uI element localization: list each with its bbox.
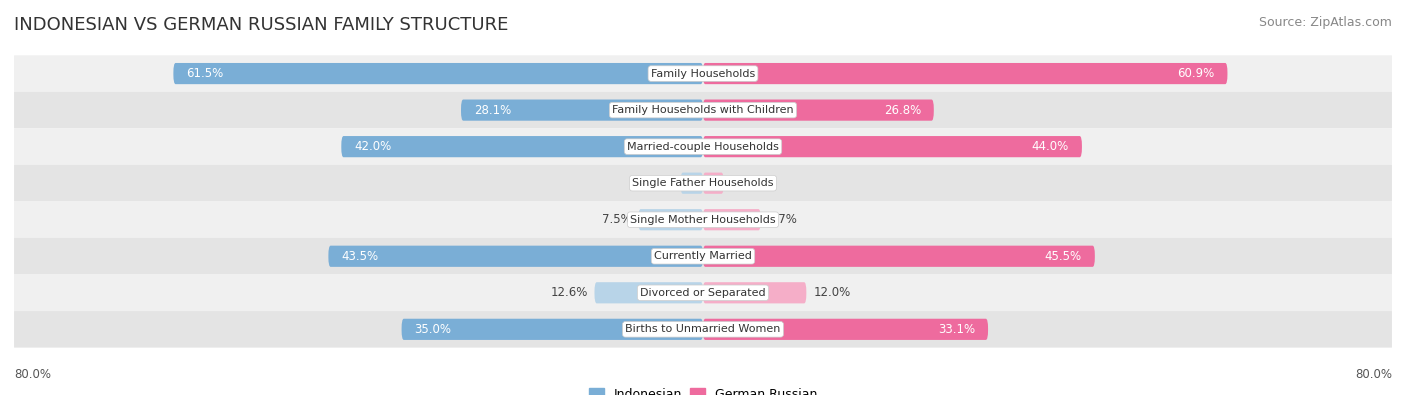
Text: 80.0%: 80.0% — [14, 368, 51, 381]
Text: Family Households: Family Households — [651, 69, 755, 79]
FancyBboxPatch shape — [329, 246, 703, 267]
FancyBboxPatch shape — [14, 238, 1392, 275]
FancyBboxPatch shape — [703, 136, 1083, 157]
Text: Divorced or Separated: Divorced or Separated — [640, 288, 766, 298]
FancyBboxPatch shape — [14, 128, 1392, 165]
Text: 2.6%: 2.6% — [644, 177, 673, 190]
FancyBboxPatch shape — [402, 319, 703, 340]
FancyBboxPatch shape — [681, 173, 703, 194]
Text: 60.9%: 60.9% — [1177, 67, 1215, 80]
Text: 80.0%: 80.0% — [1355, 368, 1392, 381]
Text: 33.1%: 33.1% — [938, 323, 976, 336]
FancyBboxPatch shape — [14, 55, 1392, 92]
FancyBboxPatch shape — [703, 100, 934, 121]
Text: 6.7%: 6.7% — [768, 213, 797, 226]
Text: 12.6%: 12.6% — [550, 286, 588, 299]
Text: 43.5%: 43.5% — [342, 250, 378, 263]
Text: 12.0%: 12.0% — [813, 286, 851, 299]
Text: 35.0%: 35.0% — [415, 323, 451, 336]
FancyBboxPatch shape — [595, 282, 703, 303]
Text: Single Father Households: Single Father Households — [633, 178, 773, 188]
Text: 44.0%: 44.0% — [1032, 140, 1069, 153]
FancyBboxPatch shape — [14, 201, 1392, 238]
FancyBboxPatch shape — [14, 311, 1392, 348]
FancyBboxPatch shape — [14, 92, 1392, 128]
Text: Married-couple Households: Married-couple Households — [627, 142, 779, 152]
Text: 2.4%: 2.4% — [731, 177, 761, 190]
Legend: Indonesian, German Russian: Indonesian, German Russian — [583, 383, 823, 395]
FancyBboxPatch shape — [703, 282, 807, 303]
Text: Currently Married: Currently Married — [654, 251, 752, 261]
Text: Source: ZipAtlas.com: Source: ZipAtlas.com — [1258, 16, 1392, 29]
Text: Single Mother Households: Single Mother Households — [630, 215, 776, 225]
FancyBboxPatch shape — [703, 319, 988, 340]
FancyBboxPatch shape — [14, 165, 1392, 201]
FancyBboxPatch shape — [638, 209, 703, 230]
Text: 7.5%: 7.5% — [602, 213, 631, 226]
Text: Births to Unmarried Women: Births to Unmarried Women — [626, 324, 780, 334]
FancyBboxPatch shape — [703, 63, 1227, 84]
FancyBboxPatch shape — [703, 173, 724, 194]
Text: 45.5%: 45.5% — [1045, 250, 1083, 263]
Text: 42.0%: 42.0% — [354, 140, 391, 153]
Text: 26.8%: 26.8% — [883, 103, 921, 117]
FancyBboxPatch shape — [342, 136, 703, 157]
FancyBboxPatch shape — [14, 275, 1392, 311]
FancyBboxPatch shape — [703, 209, 761, 230]
Text: 61.5%: 61.5% — [186, 67, 224, 80]
Text: Family Households with Children: Family Households with Children — [612, 105, 794, 115]
FancyBboxPatch shape — [703, 246, 1095, 267]
Text: 28.1%: 28.1% — [474, 103, 512, 117]
FancyBboxPatch shape — [173, 63, 703, 84]
FancyBboxPatch shape — [461, 100, 703, 121]
Text: INDONESIAN VS GERMAN RUSSIAN FAMILY STRUCTURE: INDONESIAN VS GERMAN RUSSIAN FAMILY STRU… — [14, 16, 509, 34]
